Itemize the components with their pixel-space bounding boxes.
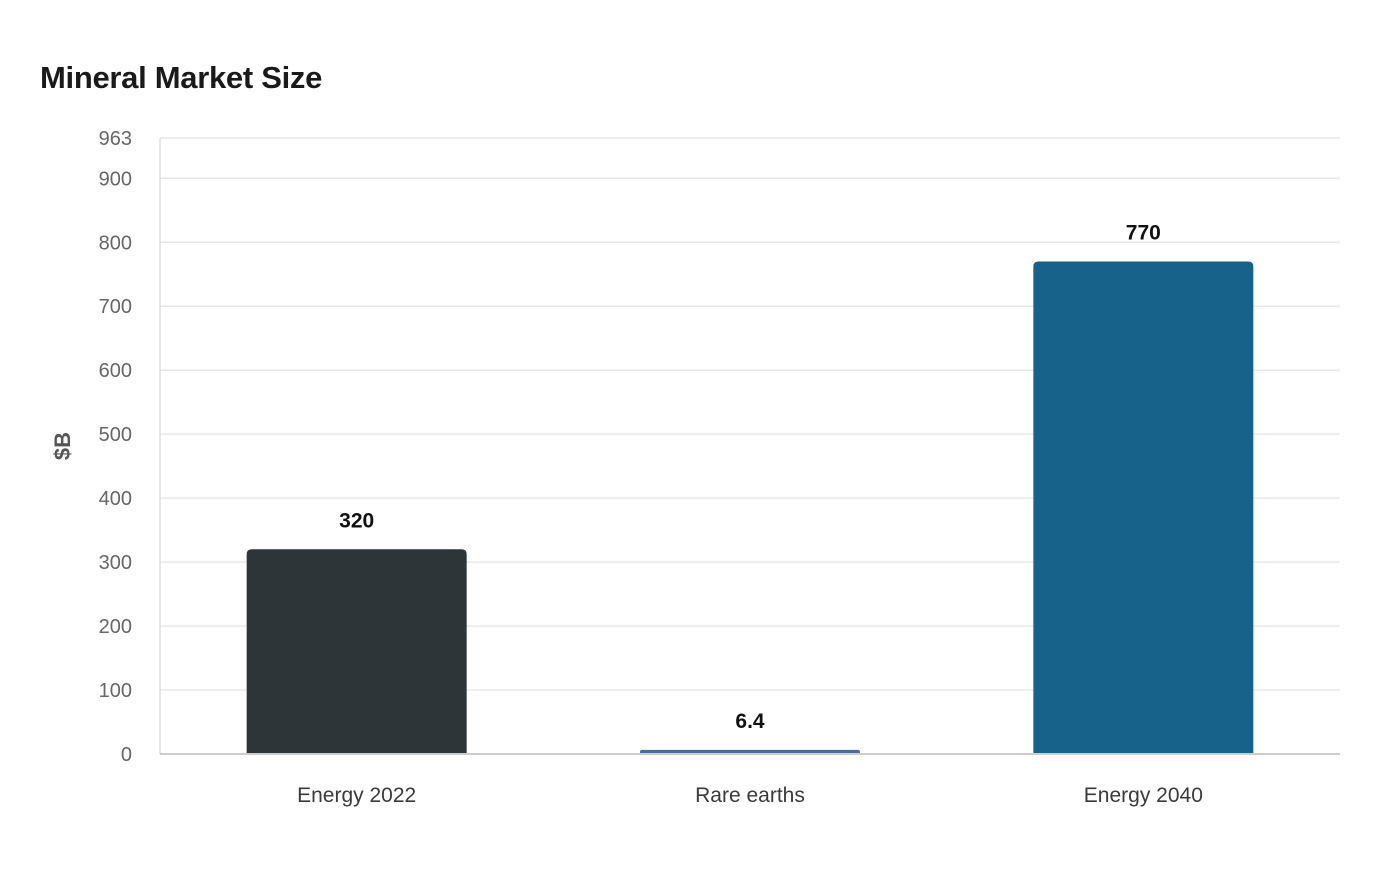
bar-rare-earths xyxy=(640,749,860,754)
y-tick-label-1: 100 xyxy=(99,680,132,702)
y-tick-label-7: 700 xyxy=(99,296,132,318)
x-category-label-1: Rare earths xyxy=(695,784,805,807)
y-tick-label-10: 963 xyxy=(99,128,132,150)
value-label-0: 320 xyxy=(339,509,374,532)
y-tick-label-8: 800 xyxy=(99,232,132,254)
bar-energy-2040 xyxy=(1033,261,1254,754)
y-tick-label-4: 400 xyxy=(99,488,132,510)
x-category-label-0: Energy 2022 xyxy=(297,784,416,807)
y-tick-label-6: 600 xyxy=(99,360,132,382)
labels: 0 100 200 300 400 500 600 700 800 900 963 320 Energy… xyxy=(50,128,1203,807)
chart-title: Mineral Market Size xyxy=(40,60,323,95)
y-axis-title: $B xyxy=(50,432,75,460)
x-category-label-2: Energy 2040 xyxy=(1084,784,1203,807)
y-tick-label-3: 300 xyxy=(99,552,132,574)
y-tick-label-9: 900 xyxy=(99,168,132,190)
y-tick-label-5: 500 xyxy=(99,424,132,446)
axes xyxy=(159,138,1340,755)
value-label-1: 6.4 xyxy=(735,710,765,733)
y-tick-label-0: 0 xyxy=(121,744,132,766)
bar-energy-2022 xyxy=(246,549,467,754)
value-label-2: 770 xyxy=(1126,221,1161,244)
bars xyxy=(246,261,1254,754)
y-tick-label-2: 200 xyxy=(99,616,132,638)
